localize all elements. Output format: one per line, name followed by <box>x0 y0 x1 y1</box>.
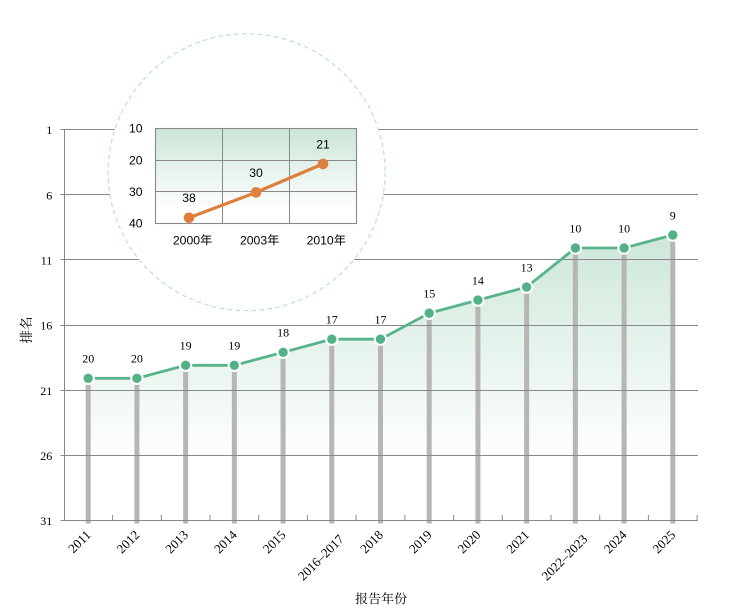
svg-text:19: 19 <box>228 339 240 353</box>
svg-text:11: 11 <box>41 253 53 267</box>
svg-text:21: 21 <box>316 137 330 151</box>
svg-text:16: 16 <box>40 319 52 333</box>
svg-text:19: 19 <box>180 339 192 353</box>
svg-text:1: 1 <box>46 123 52 137</box>
svg-text:14: 14 <box>472 274 484 288</box>
svg-text:6: 6 <box>46 188 52 202</box>
svg-text:17: 17 <box>375 313 387 327</box>
svg-text:15: 15 <box>423 287 435 301</box>
svg-text:21: 21 <box>40 384 52 398</box>
svg-text:30: 30 <box>249 166 263 180</box>
svg-text:30: 30 <box>129 185 143 199</box>
svg-text:13: 13 <box>521 261 533 275</box>
svg-text:2000: 2000 <box>173 233 200 247</box>
svg-text:31: 31 <box>40 514 52 528</box>
svg-text:20: 20 <box>129 153 143 167</box>
svg-text:2003: 2003 <box>240 233 267 247</box>
svg-text:10: 10 <box>618 221 630 235</box>
svg-text:38: 38 <box>182 191 196 205</box>
svg-text:20: 20 <box>131 352 143 366</box>
svg-text:18: 18 <box>277 326 289 340</box>
svg-text:10: 10 <box>569 221 581 235</box>
svg-text:40: 40 <box>129 217 143 231</box>
svg-text:10: 10 <box>129 122 143 136</box>
svg-text:17: 17 <box>326 313 338 327</box>
svg-text:20: 20 <box>82 352 94 366</box>
svg-text:9: 9 <box>670 208 676 222</box>
svg-text:2010: 2010 <box>307 233 334 247</box>
svg-text:26: 26 <box>40 449 52 463</box>
